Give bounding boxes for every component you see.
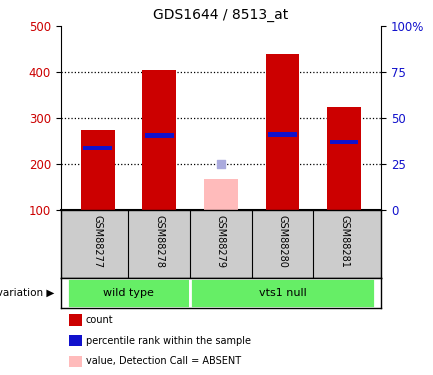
Text: count: count [86, 315, 113, 325]
Text: GSM88277: GSM88277 [93, 215, 103, 268]
Bar [265, 54, 299, 210]
Bar [145, 133, 174, 138]
Title: GDS1644 / 8513_at: GDS1644 / 8513_at [153, 9, 288, 22]
Bar [330, 140, 359, 144]
Text: wild type: wild type [103, 288, 154, 297]
Bar [204, 179, 238, 210]
Bar [81, 130, 115, 210]
Text: percentile rank within the sample: percentile rank within the sample [86, 336, 251, 345]
Text: GSM88279: GSM88279 [216, 215, 226, 268]
Text: genotype/variation ▶: genotype/variation ▶ [0, 288, 54, 297]
Bar [67, 278, 190, 308]
Bar [142, 70, 176, 210]
Text: vts1 null: vts1 null [259, 288, 306, 297]
Bar [327, 106, 361, 210]
Text: GSM88280: GSM88280 [278, 215, 288, 268]
Bar [83, 146, 112, 150]
Bar [268, 132, 297, 136]
Text: GSM88278: GSM88278 [154, 215, 164, 268]
Text: GSM88281: GSM88281 [339, 215, 349, 268]
Point [217, 161, 224, 167]
Text: value, Detection Call = ABSENT: value, Detection Call = ABSENT [86, 356, 241, 366]
Bar [190, 278, 375, 308]
